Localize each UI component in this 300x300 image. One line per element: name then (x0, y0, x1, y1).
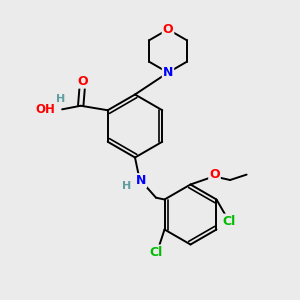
Text: O: O (163, 23, 173, 36)
Text: OH: OH (36, 103, 56, 116)
Text: O: O (77, 75, 88, 88)
Text: H: H (122, 181, 131, 191)
Text: N: N (136, 174, 146, 187)
Text: H: H (56, 94, 65, 104)
Text: O: O (209, 168, 220, 181)
Text: Cl: Cl (223, 214, 236, 228)
Text: Cl: Cl (149, 245, 162, 259)
Text: N: N (163, 66, 173, 79)
